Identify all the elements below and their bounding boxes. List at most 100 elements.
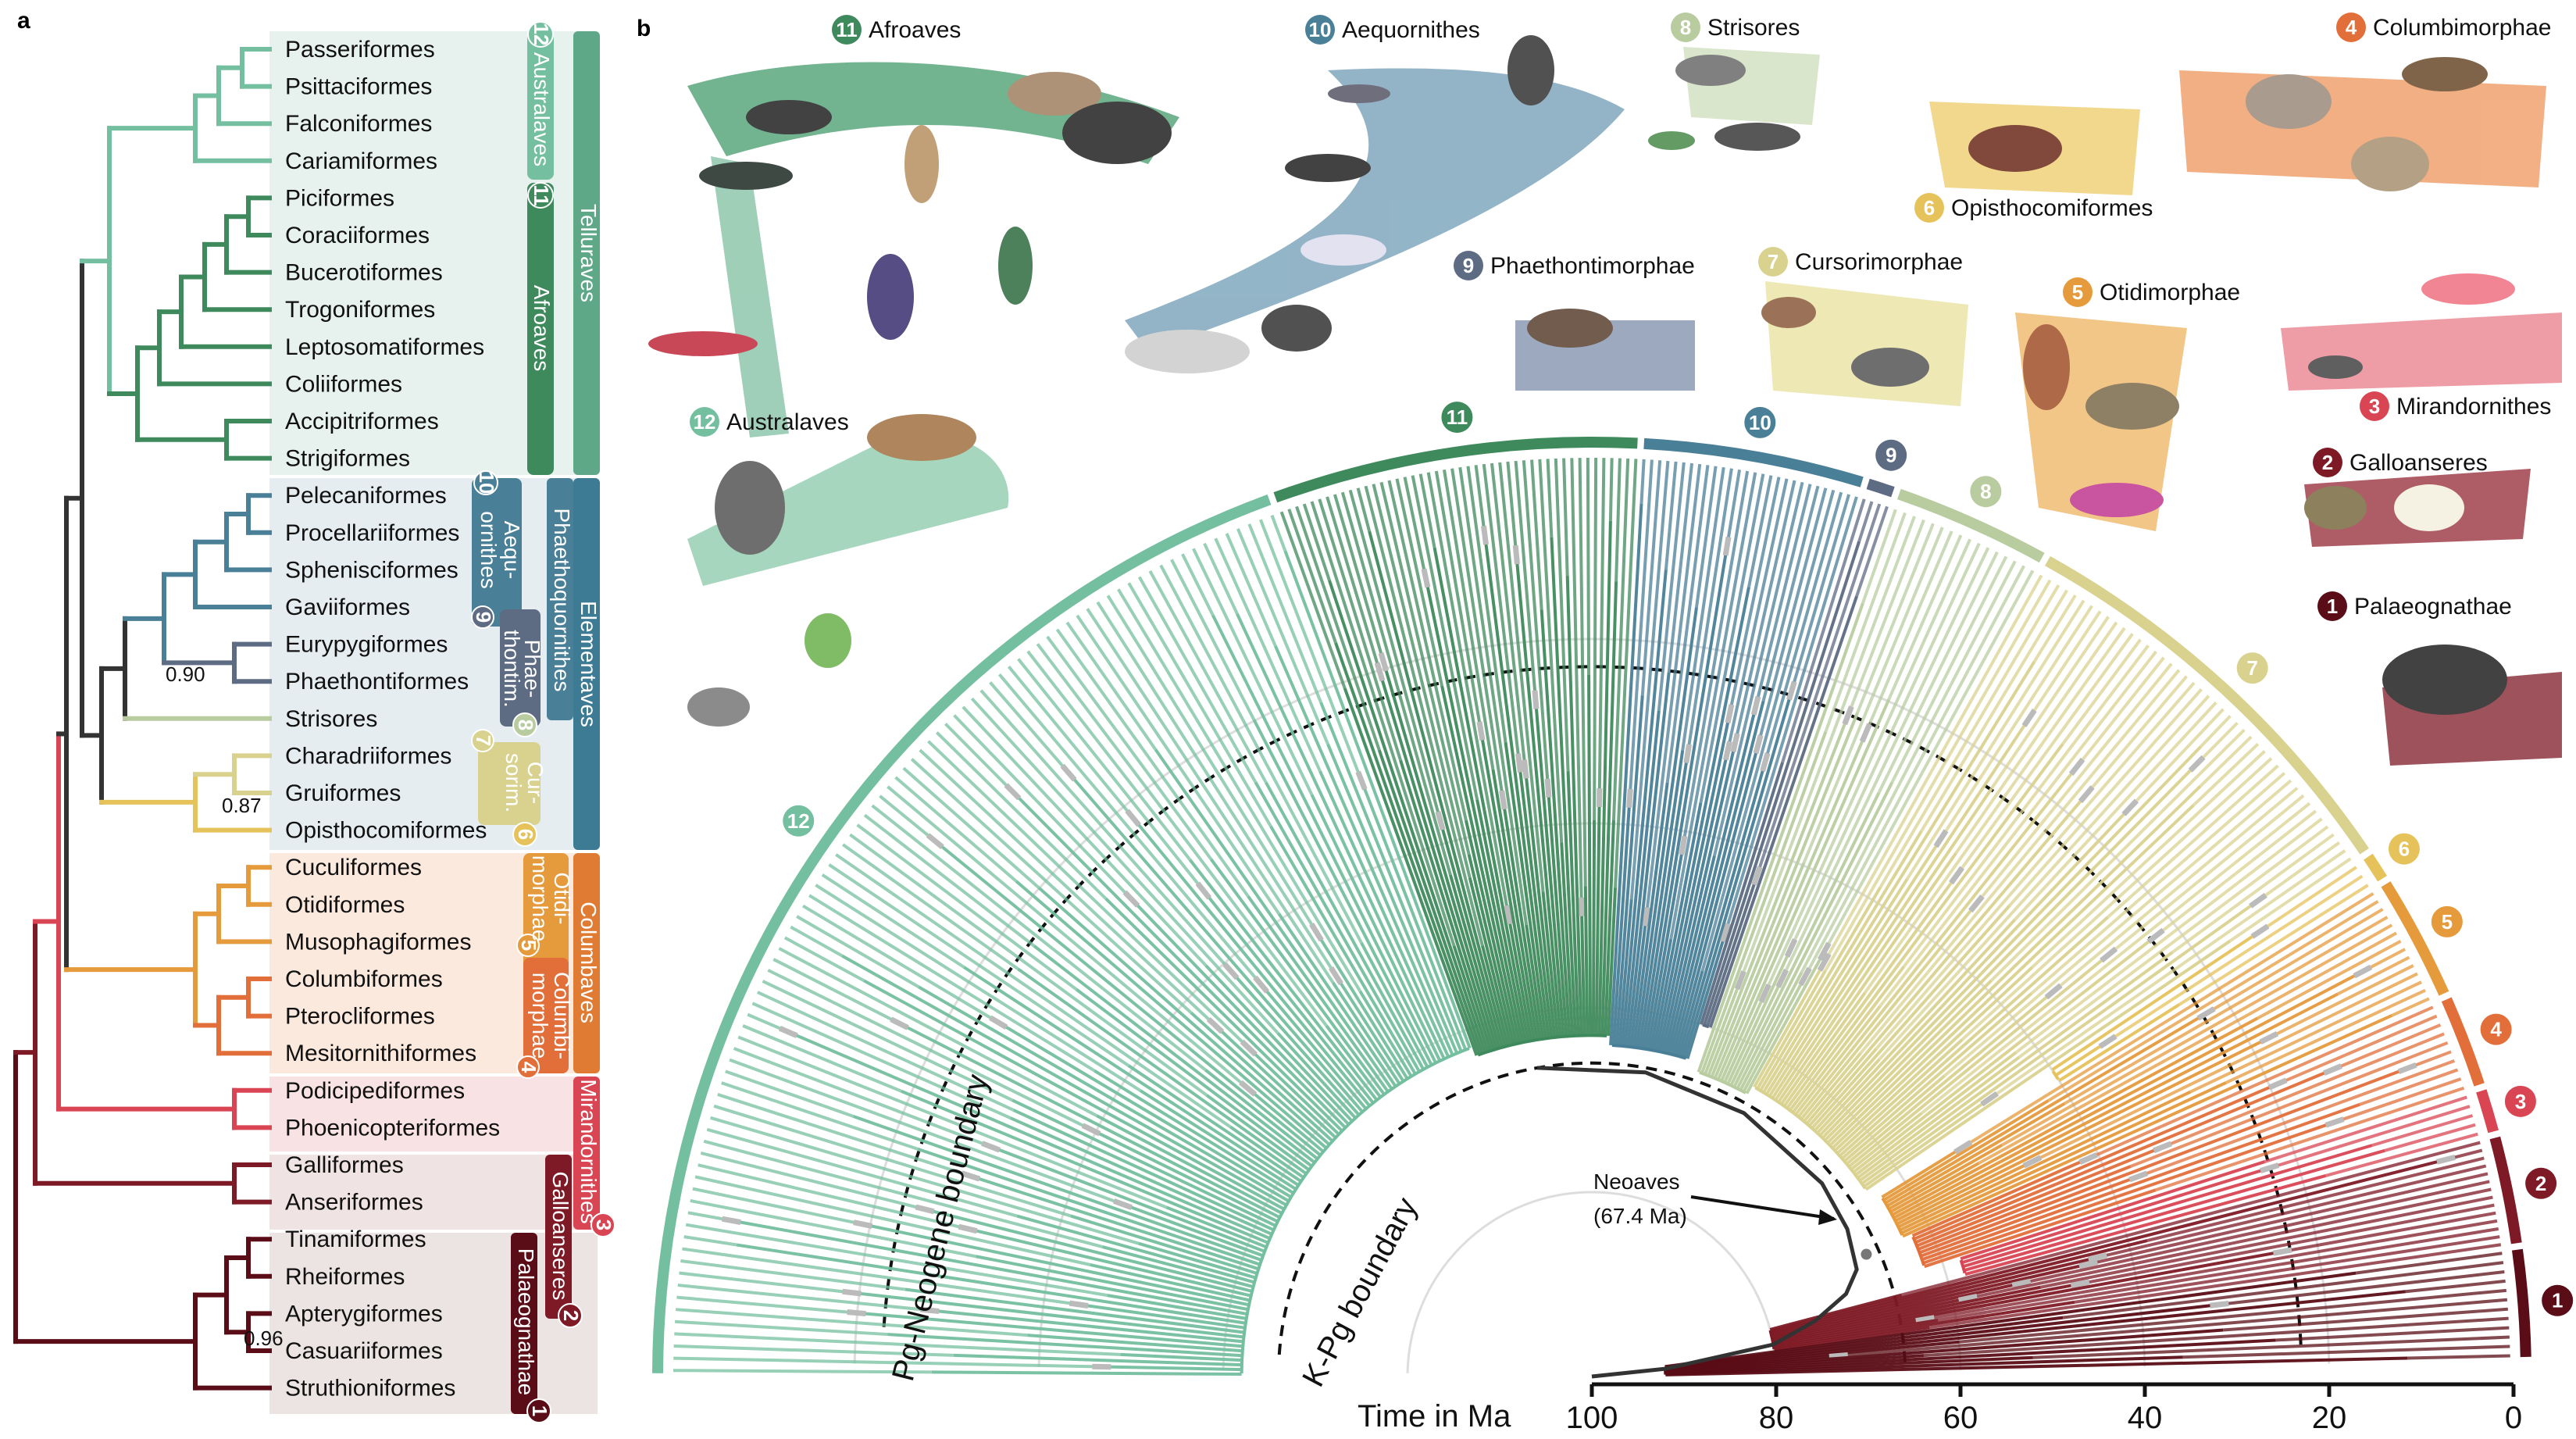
- age-error-bar: [1122, 890, 1140, 908]
- tree-tip-branch: [1340, 491, 1452, 876]
- tree-internal-branch: [1127, 1064, 1302, 1183]
- tree-tip-branch: [962, 705, 1208, 967]
- tree-tip-branch: [2031, 750, 2266, 969]
- tree-internal-branch: [1597, 520, 1612, 1036]
- age-error-bar: [1504, 905, 1513, 925]
- clade-arc-band-mirandornithes: [2476, 1089, 2499, 1134]
- tree-tip-branch: [1987, 849, 2346, 1102]
- group-bar-telluraves: [573, 31, 600, 475]
- tree-tip-branch: [1738, 516, 1916, 983]
- arc-badge-number: 2: [2535, 1172, 2546, 1195]
- clade-heading-name: Aequornithes: [1342, 17, 1480, 43]
- tree-tip-branch: [1170, 559, 1256, 721]
- tree-internal-branch: [1534, 701, 1565, 1037]
- tree-tip-branch: [1863, 627, 2126, 994]
- tree-internal-branch: [1620, 569, 1668, 1047]
- tree-tip-branch: [1978, 931, 2397, 1165]
- tree-internal-branch: [1772, 1250, 2282, 1345]
- bird-turaco-icon: [2070, 483, 2164, 517]
- tree-tip-branch: [2032, 1335, 2510, 1359]
- age-error-bar: [2353, 964, 2373, 979]
- tree-internal-branch: [1913, 1083, 2278, 1241]
- tree-tip-branch: [2030, 772, 2286, 995]
- order-label-otidiformes: Otidiformes: [285, 892, 405, 918]
- age-error-bar: [1730, 733, 1740, 753]
- tree-tip-branch: [1824, 579, 2052, 972]
- tree-tip-branch: [2355, 1252, 2503, 1275]
- tree-internal-branch: [1070, 1214, 1258, 1275]
- age-error-bar: [2078, 785, 2095, 804]
- age-error-bar: [1725, 704, 1735, 724]
- tree-tip-branch: [1878, 584, 2060, 888]
- tree-tip-branch: [1411, 475, 1479, 801]
- crown-arc: [1699, 1070, 1747, 1094]
- tree-internal-branch: [1882, 1099, 2050, 1202]
- clade-heading-badge: [1671, 12, 1700, 42]
- age-error-bar: [1481, 525, 1490, 545]
- tree-tip-branch: [692, 1187, 865, 1227]
- group-bar-aequornithes: [472, 478, 522, 627]
- tree-tip-branch: [1148, 570, 1268, 784]
- tree-internal-branch: [1439, 821, 1504, 1048]
- tree-tip-branch: [1959, 1288, 2507, 1344]
- age-error-bar: [1240, 1039, 1258, 1057]
- age-error-bar: [1683, 744, 1692, 764]
- clade-sector-australaves: [652, 494, 1472, 1377]
- tree-internal-branch: [1669, 706, 1757, 1055]
- tree-internal-branch: [1911, 1157, 2088, 1237]
- tree-tip-branch: [2199, 735, 2253, 787]
- tree-tip-branch: [729, 1058, 1126, 1207]
- tree-internal-branch: [1664, 1271, 2357, 1369]
- order-label-cuculiformes: Cuculiformes: [285, 855, 422, 880]
- tree-internal-branch: [1138, 1241, 1257, 1280]
- clade-heading-name: Otidimorphae: [2100, 280, 2240, 305]
- clade-arc-band-strisores: [1897, 488, 2045, 563]
- arc-badge-number: 9: [1886, 444, 1896, 467]
- age-error-bar: [1081, 1123, 1101, 1137]
- bird-illustrations: [648, 35, 2562, 766]
- order-label-charadriiformes: Charadriiformes: [285, 743, 451, 769]
- tree-internal-branch: [1037, 886, 1331, 1146]
- tree-tip-branch: [2337, 955, 2410, 996]
- order-label-galliformes: Galliformes: [285, 1152, 404, 1178]
- tree-tip-branch: [1450, 468, 1505, 802]
- tree-tip-branch: [1665, 465, 1710, 784]
- order-label-tinamiformes: Tinamiformes: [285, 1227, 426, 1252]
- tree-internal-branch: [1629, 918, 1648, 1048]
- tree-tip-branch: [710, 1116, 1140, 1245]
- age-error-bar: [2146, 927, 2165, 944]
- tree-tip-branch: [863, 813, 1036, 948]
- tree-tip-branch: [1302, 503, 1331, 581]
- tree-tip-branch: [1756, 487, 1828, 747]
- age-error-bar: [1253, 975, 1270, 994]
- tree-internal-branch: [1805, 794, 2087, 1125]
- tree-tip-branch: [1236, 528, 1329, 745]
- arc-badge-11: 11: [1441, 402, 1473, 434]
- age-error-bar: [853, 1219, 873, 1230]
- tree-tip-branch: [2189, 980, 2422, 1094]
- tree-tip-branch: [808, 894, 1096, 1073]
- tree-internal-branch: [963, 966, 1300, 1187]
- clade-heading-badge: [1305, 15, 1335, 45]
- order-label-gaviiformes: Gaviiformes: [285, 595, 410, 620]
- tree-tip-branch: [2257, 939, 2402, 1020]
- tree-internal-branch: [1861, 900, 2258, 1185]
- tree-tip-branch: [2267, 1105, 2471, 1170]
- tree-internal-branch: [1120, 1352, 1243, 1362]
- clade-heading-number: 5: [2072, 280, 2083, 304]
- tree-tip-branch: [927, 740, 1251, 1051]
- tree-tip-branch: [1562, 458, 1569, 577]
- tree-tip-branch: [1325, 496, 1383, 674]
- clade-heading-number: 1: [2327, 595, 2338, 618]
- tree-tip-branch: [1864, 530, 1953, 735]
- time-axis-tick-label: 0: [2505, 1401, 2522, 1435]
- panel-b-letter: b: [637, 16, 651, 41]
- arc-badge-circle: [2388, 833, 2420, 865]
- bird-roller-icon: [867, 254, 914, 340]
- tree-tip-branch: [1065, 621, 1158, 751]
- crown-arc: [1881, 1197, 1904, 1236]
- tree-tip-branch: [1225, 533, 1277, 647]
- order-label-cariamiformes: Cariamiformes: [285, 148, 437, 174]
- tree-tip-branch: [842, 843, 1019, 970]
- tree-internal-branch: [1315, 932, 1409, 1080]
